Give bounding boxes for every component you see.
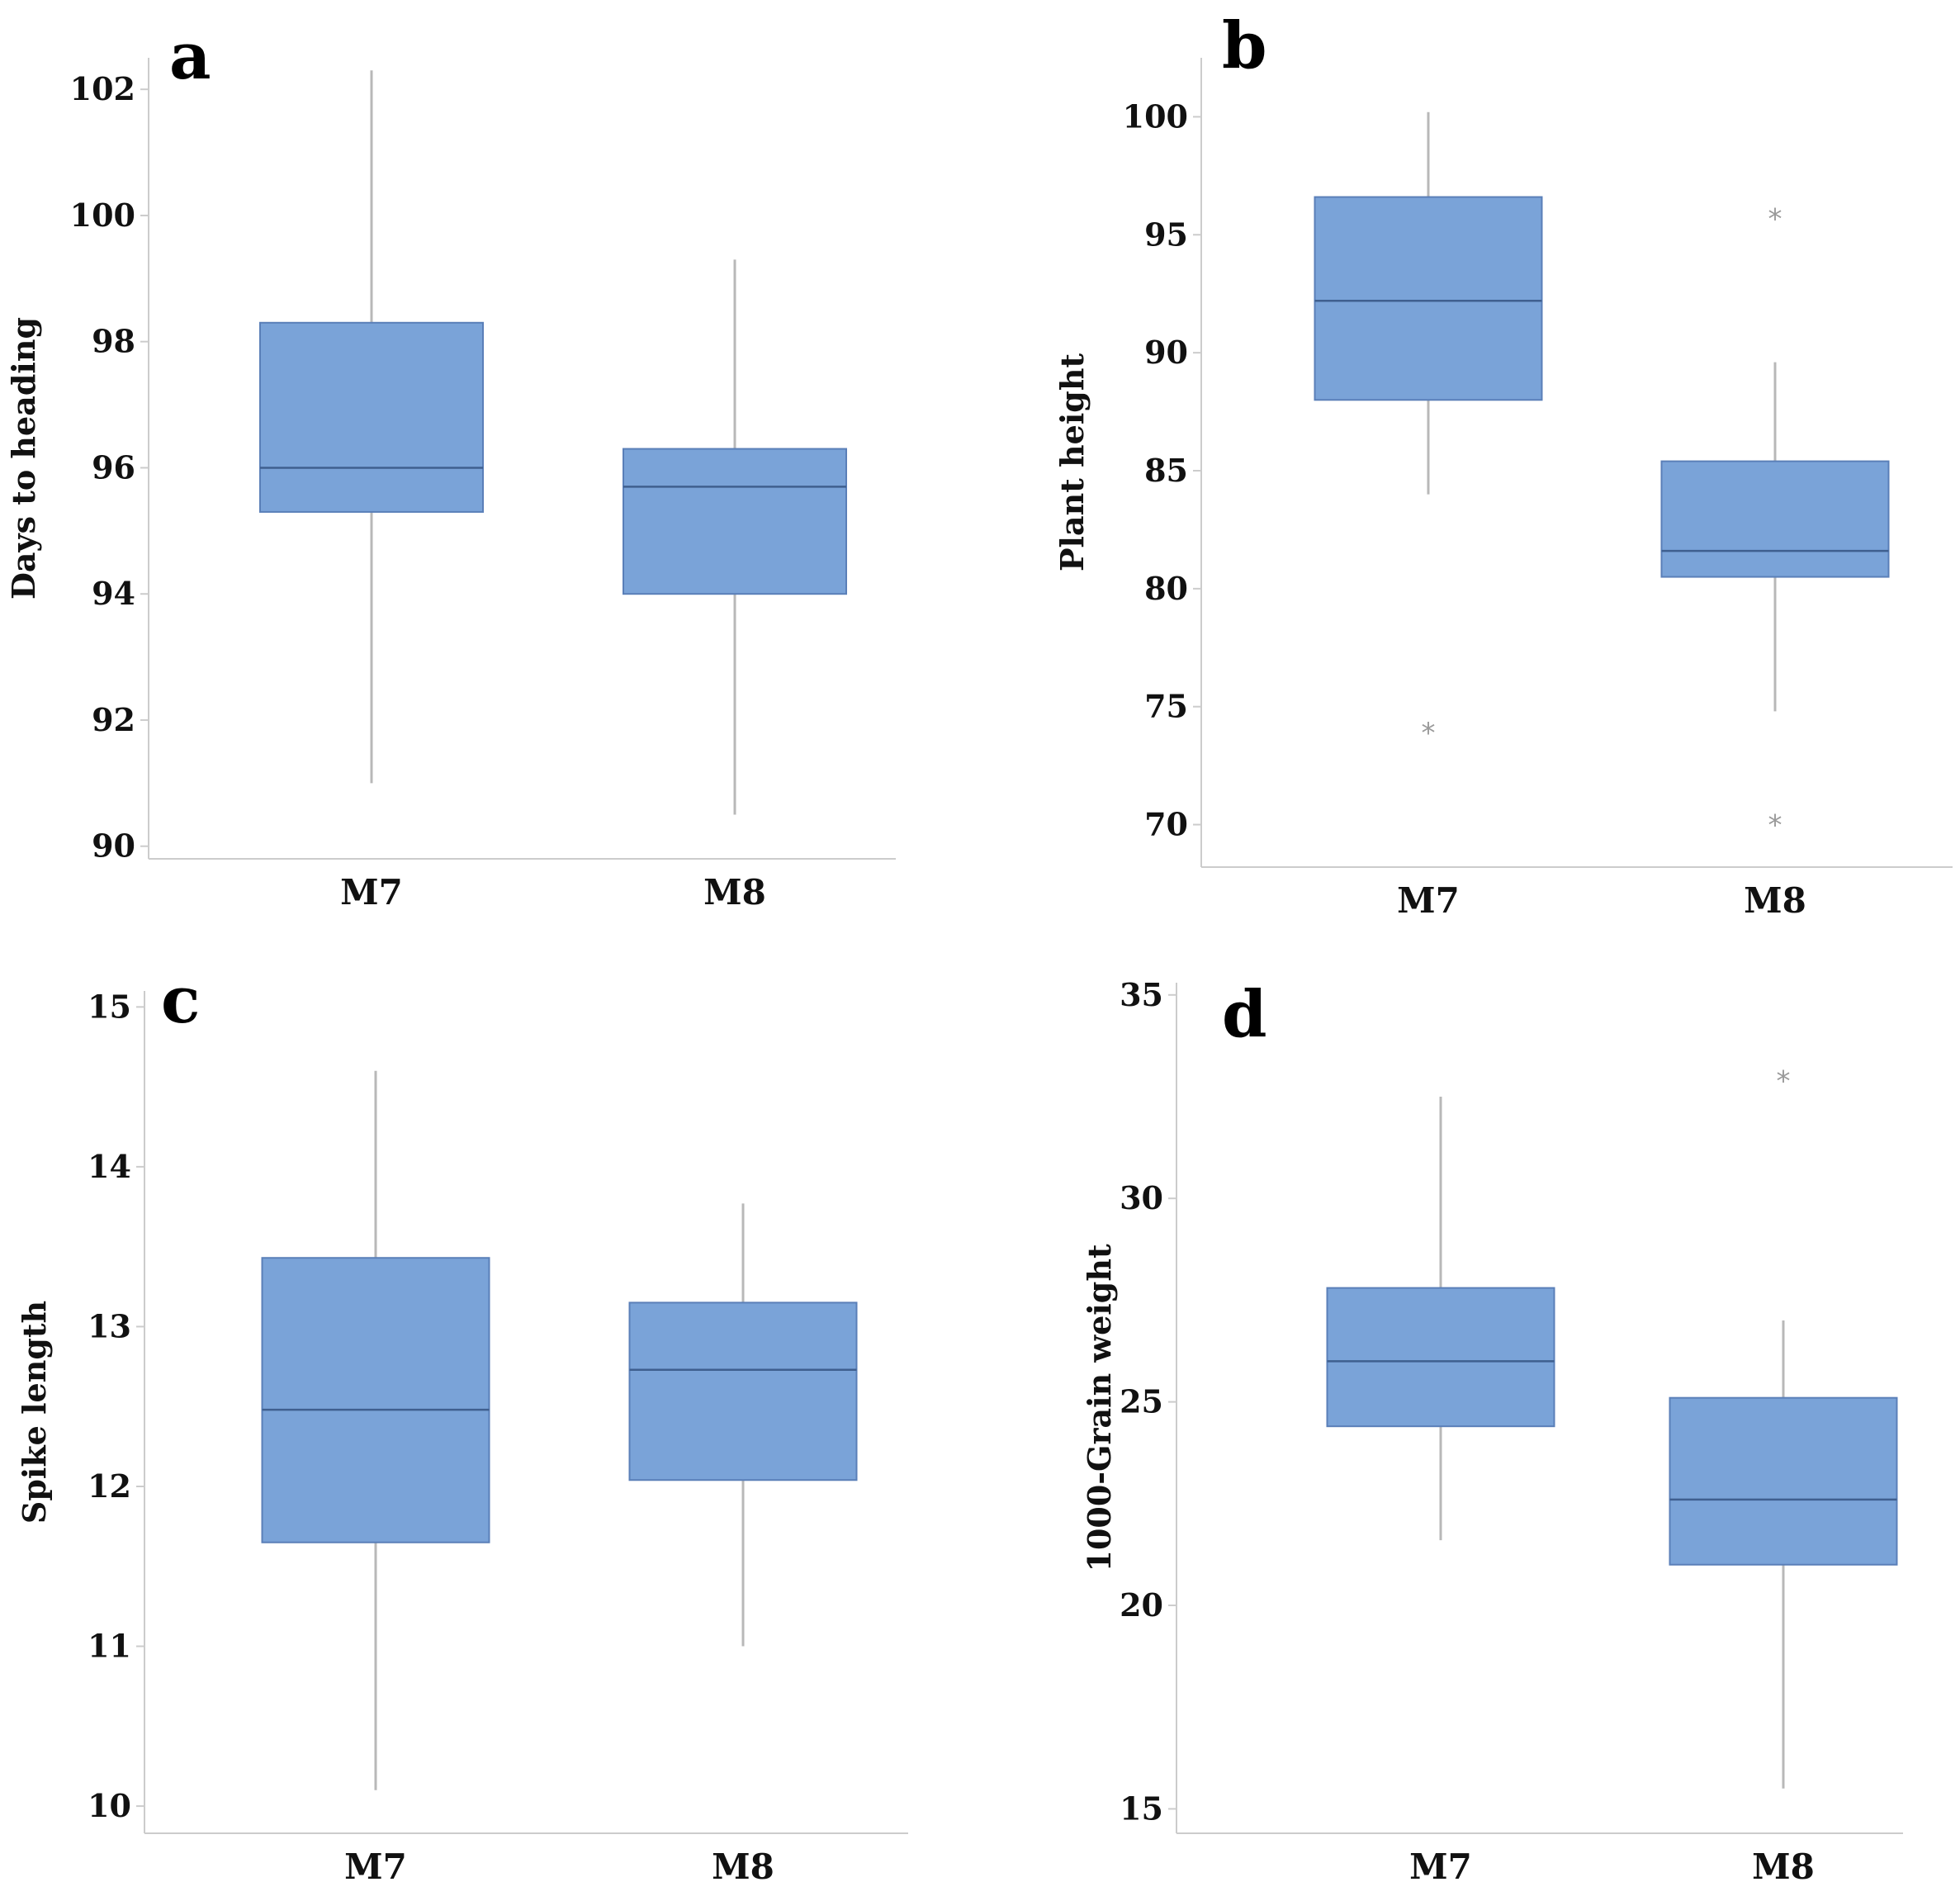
box-M8: * — [1669, 1064, 1898, 1789]
y-tick-label: 70 — [1144, 806, 1188, 843]
outlier-point: * — [1422, 717, 1436, 750]
y-tick-label: 90 — [92, 827, 135, 865]
y-tick-label: 80 — [1144, 570, 1188, 607]
iqr-box — [1326, 1287, 1555, 1428]
x-category-label: M8 — [703, 872, 766, 913]
outlier-point: * — [1777, 1064, 1791, 1097]
panel-letter: b — [1222, 8, 1267, 83]
y-tick-label: 15 — [1120, 1790, 1163, 1827]
y-tick-label: 11 — [88, 1628, 131, 1665]
y-tick-label: 95 — [1144, 216, 1188, 253]
y-tick-label: 100 — [1123, 97, 1188, 135]
y-tick-label: 25 — [1120, 1383, 1163, 1420]
y-tick-label: 10 — [88, 1787, 131, 1824]
x-category-label: M7 — [344, 1846, 407, 1882]
outlier-point: * — [1768, 202, 1782, 235]
y-tick-label: 20 — [1120, 1586, 1163, 1624]
y-axis-title: Spike length — [16, 1301, 53, 1524]
iqr-box — [623, 448, 847, 595]
box-M8 — [628, 1203, 858, 1647]
y-tick-label: 13 — [88, 1307, 131, 1344]
y-tick-label: 96 — [92, 448, 135, 486]
panel-c: 10 11 12 13 14 15 Spike length c M7 M8 — [16, 963, 908, 1882]
y-tick-label: 94 — [92, 575, 135, 612]
y-axis-title: 1000-Grain weight — [1081, 1244, 1118, 1571]
iqr-box — [1314, 196, 1543, 401]
y-axis-title: Plant height — [1053, 353, 1091, 571]
y-tick-label: 90 — [1144, 334, 1188, 371]
box-M7 — [261, 1070, 490, 1790]
outlier-point: * — [1768, 809, 1782, 842]
panel-letter: c — [161, 963, 201, 1038]
x-category-label: M8 — [1744, 880, 1806, 921]
box-M7 — [259, 70, 484, 784]
y-tick-label: 30 — [1120, 1179, 1163, 1216]
box-M8: ** — [1660, 202, 1890, 842]
y-tick-label: 98 — [92, 323, 135, 360]
x-category-label: M8 — [1752, 1846, 1815, 1882]
box-M7: * — [1314, 111, 1543, 750]
y-tick-label: 35 — [1120, 976, 1163, 1013]
x-category-label: M7 — [340, 872, 403, 913]
y-tick-label: 12 — [88, 1467, 131, 1505]
iqr-box — [261, 1257, 490, 1543]
iqr-box — [1669, 1396, 1898, 1566]
x-category-label: M7 — [1409, 1846, 1472, 1882]
box-M8 — [623, 259, 847, 815]
x-category-label: M7 — [1397, 880, 1460, 921]
x-category-label: M8 — [712, 1846, 774, 1882]
panel-letter: d — [1222, 977, 1267, 1052]
y-tick-label: 85 — [1144, 452, 1188, 489]
iqr-box — [628, 1301, 858, 1481]
y-tick-label: 102 — [70, 70, 135, 107]
y-axis-title: Days to heading — [5, 317, 42, 600]
y-tick-label: 15 — [88, 988, 131, 1025]
y-tick-label: 92 — [92, 701, 135, 738]
panel-d: 15 20 25 30 35 1000-Grain weight d M7 * M8 — [1081, 976, 1903, 1882]
iqr-box — [259, 321, 484, 513]
panel-a: 90 92 94 96 98 100 102 Days to heading a M7 M8 — [5, 19, 896, 913]
box-M7 — [1326, 1096, 1555, 1541]
y-tick-label: 100 — [70, 197, 135, 234]
iqr-box — [1660, 460, 1890, 578]
panel-letter: a — [169, 19, 211, 94]
y-tick-label: 75 — [1144, 688, 1188, 725]
y-tick-label: 14 — [88, 1148, 131, 1185]
